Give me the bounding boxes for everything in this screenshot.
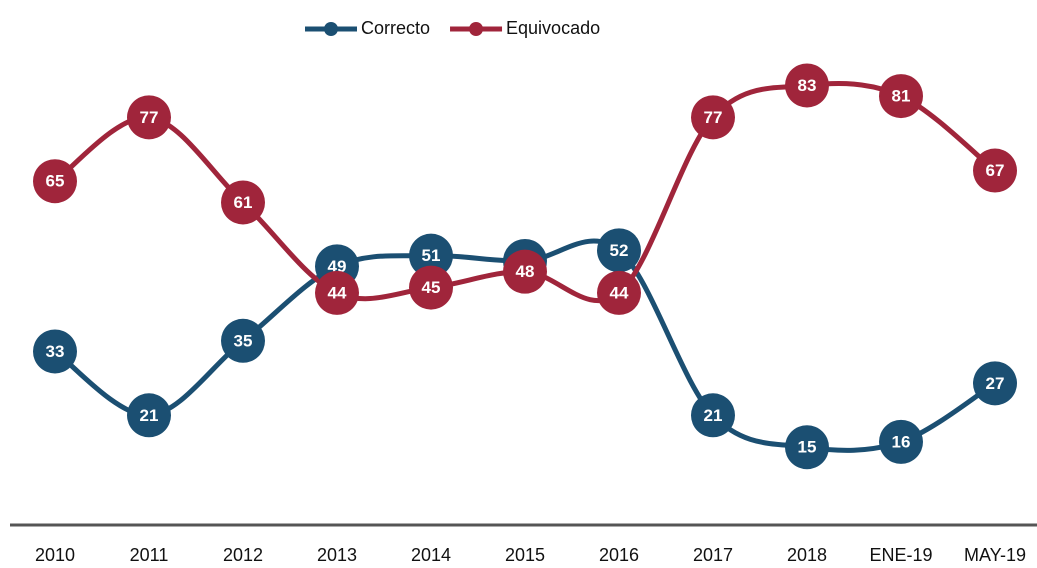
data-label: 44 bbox=[328, 283, 347, 302]
point-marker bbox=[127, 393, 171, 438]
x-tick-label: ENE-19 bbox=[869, 545, 932, 565]
point-marker bbox=[409, 265, 453, 310]
point-marker bbox=[879, 74, 923, 119]
point-marker bbox=[973, 148, 1017, 193]
point-marker bbox=[33, 329, 77, 374]
point-marker bbox=[597, 270, 641, 315]
legend-marker bbox=[469, 22, 484, 36]
data-label: 67 bbox=[986, 161, 1005, 180]
point-marker bbox=[33, 159, 77, 204]
x-tick-label: 2018 bbox=[787, 545, 827, 565]
data-label: 77 bbox=[704, 108, 723, 127]
point-marker bbox=[409, 233, 453, 278]
data-label: 49 bbox=[328, 257, 347, 276]
x-tick-label: 2014 bbox=[411, 545, 451, 565]
data-label: 44 bbox=[610, 283, 629, 302]
point-marker bbox=[879, 419, 923, 464]
data-label: 16 bbox=[892, 432, 911, 451]
data-label: 61 bbox=[234, 193, 253, 212]
x-tick-label: 2017 bbox=[693, 545, 733, 565]
data-label: 15 bbox=[798, 438, 817, 457]
data-label: 27 bbox=[986, 374, 1005, 393]
data-label: 51 bbox=[422, 246, 441, 265]
point-marker bbox=[503, 249, 547, 294]
point-marker bbox=[691, 95, 735, 140]
data-label: 21 bbox=[704, 406, 723, 425]
data-label: 52 bbox=[610, 241, 629, 260]
point-marker bbox=[973, 361, 1017, 406]
data-label: 65 bbox=[46, 172, 65, 191]
x-tick-label: 2010 bbox=[35, 545, 75, 565]
x-tick-label: 2012 bbox=[223, 545, 263, 565]
legend-label: Correcto bbox=[361, 18, 430, 38]
data-label: 83 bbox=[798, 76, 817, 95]
data-label: 81 bbox=[892, 87, 911, 106]
data-label: 21 bbox=[140, 406, 159, 425]
legend-marker bbox=[324, 22, 338, 36]
legend-label: Equivocado bbox=[506, 18, 600, 38]
point-marker bbox=[785, 63, 829, 108]
point-marker bbox=[597, 228, 641, 273]
data-label: 35 bbox=[234, 331, 253, 350]
x-tick-label: 2016 bbox=[599, 545, 639, 565]
x-tick-label: 2011 bbox=[130, 545, 169, 565]
x-tick-label: MAY-19 bbox=[964, 545, 1026, 565]
data-label: 48 bbox=[516, 262, 535, 281]
point-marker bbox=[785, 425, 829, 470]
point-marker bbox=[315, 270, 359, 315]
data-label: 33 bbox=[46, 342, 65, 361]
point-marker bbox=[127, 95, 171, 140]
x-tick-label: 2015 bbox=[505, 545, 545, 565]
data-label: 45 bbox=[422, 278, 441, 297]
x-tick-label: 2013 bbox=[317, 545, 357, 565]
point-marker bbox=[691, 393, 735, 438]
point-marker bbox=[221, 180, 265, 225]
point-marker bbox=[221, 318, 265, 363]
data-label: 77 bbox=[140, 108, 159, 127]
